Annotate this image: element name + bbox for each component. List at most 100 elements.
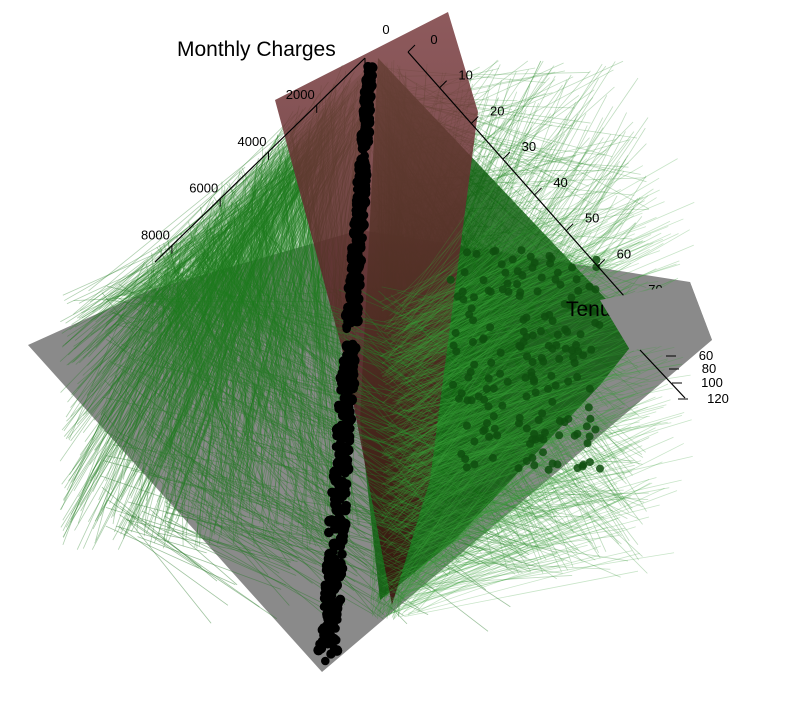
drop-line xyxy=(114,206,236,533)
x-tick-label: 40 xyxy=(553,175,567,190)
drop-line xyxy=(275,151,308,529)
drop-line xyxy=(417,466,502,585)
drop-line xyxy=(380,482,618,610)
drop-line xyxy=(358,416,535,510)
drop-line xyxy=(405,390,625,461)
drop-line xyxy=(412,440,640,549)
x-tick-label: 20 xyxy=(490,103,504,118)
data-point xyxy=(567,346,576,355)
data-point xyxy=(469,316,478,325)
drop-line xyxy=(180,139,305,501)
drop-line xyxy=(89,154,313,303)
drop-line xyxy=(296,177,335,529)
drop-line xyxy=(243,120,298,367)
data-point xyxy=(515,413,524,422)
drop-line xyxy=(283,289,383,398)
drop-line xyxy=(391,432,518,509)
drop-line xyxy=(385,468,530,555)
data-point xyxy=(584,303,593,312)
drop-line xyxy=(412,386,654,450)
drop-line xyxy=(381,554,600,612)
data-point xyxy=(460,268,469,277)
drop-line xyxy=(252,209,350,384)
data-point xyxy=(548,316,557,325)
drop-line xyxy=(276,134,323,525)
drop-line xyxy=(392,393,550,442)
drop-line xyxy=(412,446,536,533)
drop-line xyxy=(113,323,251,354)
drop-line xyxy=(142,155,305,373)
drop-line xyxy=(408,545,602,614)
drop-line xyxy=(368,337,433,414)
drop-line xyxy=(305,403,441,445)
y-tick-label: 80 xyxy=(702,361,716,376)
drop-line xyxy=(405,224,523,328)
data-point xyxy=(470,437,479,446)
drop-line xyxy=(248,208,332,319)
drop-line xyxy=(213,218,243,536)
drop-line xyxy=(410,483,575,560)
drop-line xyxy=(179,267,198,317)
drop-line xyxy=(410,479,682,543)
drop-line xyxy=(177,287,190,432)
drop-line xyxy=(62,165,280,521)
data-point xyxy=(573,373,582,382)
drop-line xyxy=(62,142,284,538)
drop-line xyxy=(381,472,560,577)
drop-line xyxy=(114,374,190,482)
drop-line xyxy=(418,392,586,456)
drop-line xyxy=(131,232,222,376)
drop-line xyxy=(146,153,300,534)
drop-line xyxy=(382,320,493,381)
drop-line xyxy=(211,231,323,361)
data-point xyxy=(498,285,507,294)
x-tick xyxy=(534,187,542,196)
drop-line xyxy=(417,273,565,355)
drop-line xyxy=(408,158,678,313)
drop-line xyxy=(178,239,226,406)
drop-line xyxy=(386,242,537,377)
drop-line xyxy=(211,230,260,498)
drop-line xyxy=(379,404,591,617)
drop-line xyxy=(225,227,338,425)
drop-line xyxy=(108,360,221,437)
drop-line xyxy=(130,199,239,322)
drop-line xyxy=(398,224,546,344)
drop-line xyxy=(394,452,539,494)
drop-line xyxy=(137,215,235,520)
drop-line xyxy=(299,498,405,597)
drop-line xyxy=(382,503,557,553)
drop-line xyxy=(160,464,278,488)
drop-line xyxy=(177,256,217,452)
drop-line xyxy=(124,239,216,359)
data-point xyxy=(498,401,507,410)
data-point xyxy=(534,416,543,425)
drop-line xyxy=(148,165,297,525)
drop-line xyxy=(73,295,176,302)
drop-line xyxy=(392,502,596,601)
drop-line xyxy=(252,174,281,354)
drop-line xyxy=(149,130,313,476)
drop-line xyxy=(355,425,519,449)
drop-line xyxy=(121,158,329,353)
data-point xyxy=(561,344,570,353)
drop-line xyxy=(359,420,491,489)
drop-line xyxy=(163,253,214,337)
drop-line xyxy=(259,205,312,494)
drop-line xyxy=(241,171,267,308)
data-point xyxy=(535,434,544,443)
drop-line xyxy=(257,187,263,409)
drop-line xyxy=(385,459,475,613)
data-point xyxy=(592,263,601,272)
drop-line xyxy=(79,107,325,456)
drop-line xyxy=(65,159,316,324)
drop-line xyxy=(146,182,277,460)
drop-line xyxy=(130,159,284,499)
drop-line xyxy=(166,283,180,521)
drop-line xyxy=(394,389,562,437)
drop-line xyxy=(382,307,630,410)
z-tick-label: 0 xyxy=(382,22,389,37)
drop-line xyxy=(129,230,227,526)
drop-line xyxy=(103,460,237,498)
drop-line xyxy=(184,267,257,312)
